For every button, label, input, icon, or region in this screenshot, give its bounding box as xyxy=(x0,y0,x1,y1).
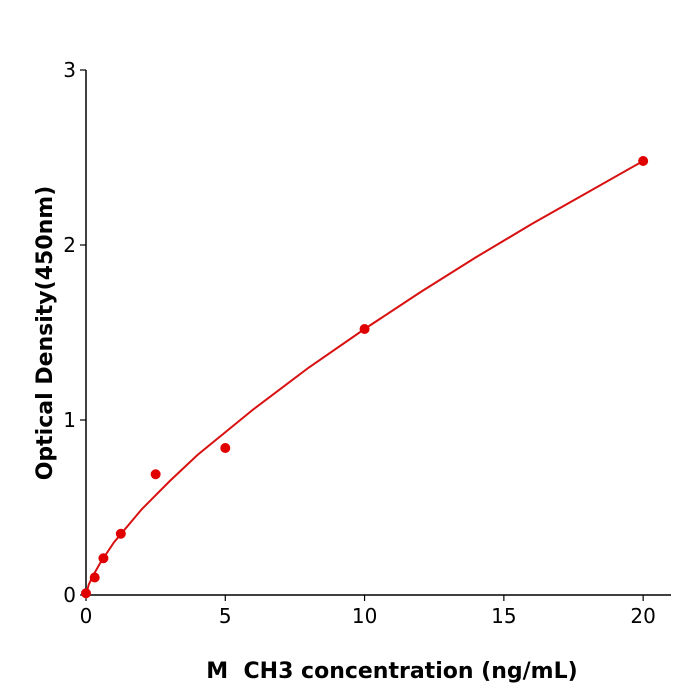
point xyxy=(220,443,231,453)
point xyxy=(98,553,109,564)
y-tick-label: 2 xyxy=(63,233,76,257)
fit-curve xyxy=(85,160,644,596)
point xyxy=(89,572,100,583)
x-tick-label: 5 xyxy=(219,604,232,628)
x-tick-label: 15 xyxy=(491,604,516,628)
point xyxy=(638,156,649,166)
y-axis-title: Optical Density(450nm) xyxy=(33,186,58,481)
point xyxy=(150,469,161,480)
y-tick-label: 0 xyxy=(63,583,76,607)
y-tick-label: 3 xyxy=(63,58,76,82)
x-tick-label: 10 xyxy=(352,604,377,628)
y-tick-label: 1 xyxy=(63,408,76,432)
x-axis-title: M CH3 concentration (ng/mL) xyxy=(206,659,577,684)
point xyxy=(81,588,91,599)
x-tick-label: 20 xyxy=(630,604,655,628)
point xyxy=(359,324,370,334)
point xyxy=(115,528,126,539)
x-tick-label: 0 xyxy=(80,604,93,628)
